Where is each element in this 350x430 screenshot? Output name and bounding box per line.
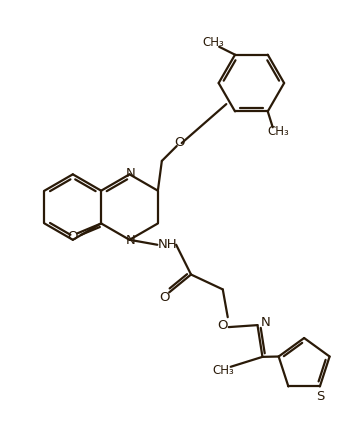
Text: O: O bbox=[174, 135, 185, 149]
Text: S: S bbox=[316, 390, 324, 403]
Text: CH₃: CH₃ bbox=[212, 364, 234, 377]
Text: N: N bbox=[260, 316, 270, 329]
Text: O: O bbox=[218, 319, 228, 332]
Text: N: N bbox=[126, 167, 135, 180]
Text: O: O bbox=[159, 291, 169, 304]
Text: NH: NH bbox=[158, 238, 177, 251]
Text: CH₃: CH₃ bbox=[202, 36, 224, 49]
Text: CH₃: CH₃ bbox=[268, 125, 289, 138]
Text: N: N bbox=[126, 234, 135, 247]
Text: O: O bbox=[67, 230, 78, 243]
